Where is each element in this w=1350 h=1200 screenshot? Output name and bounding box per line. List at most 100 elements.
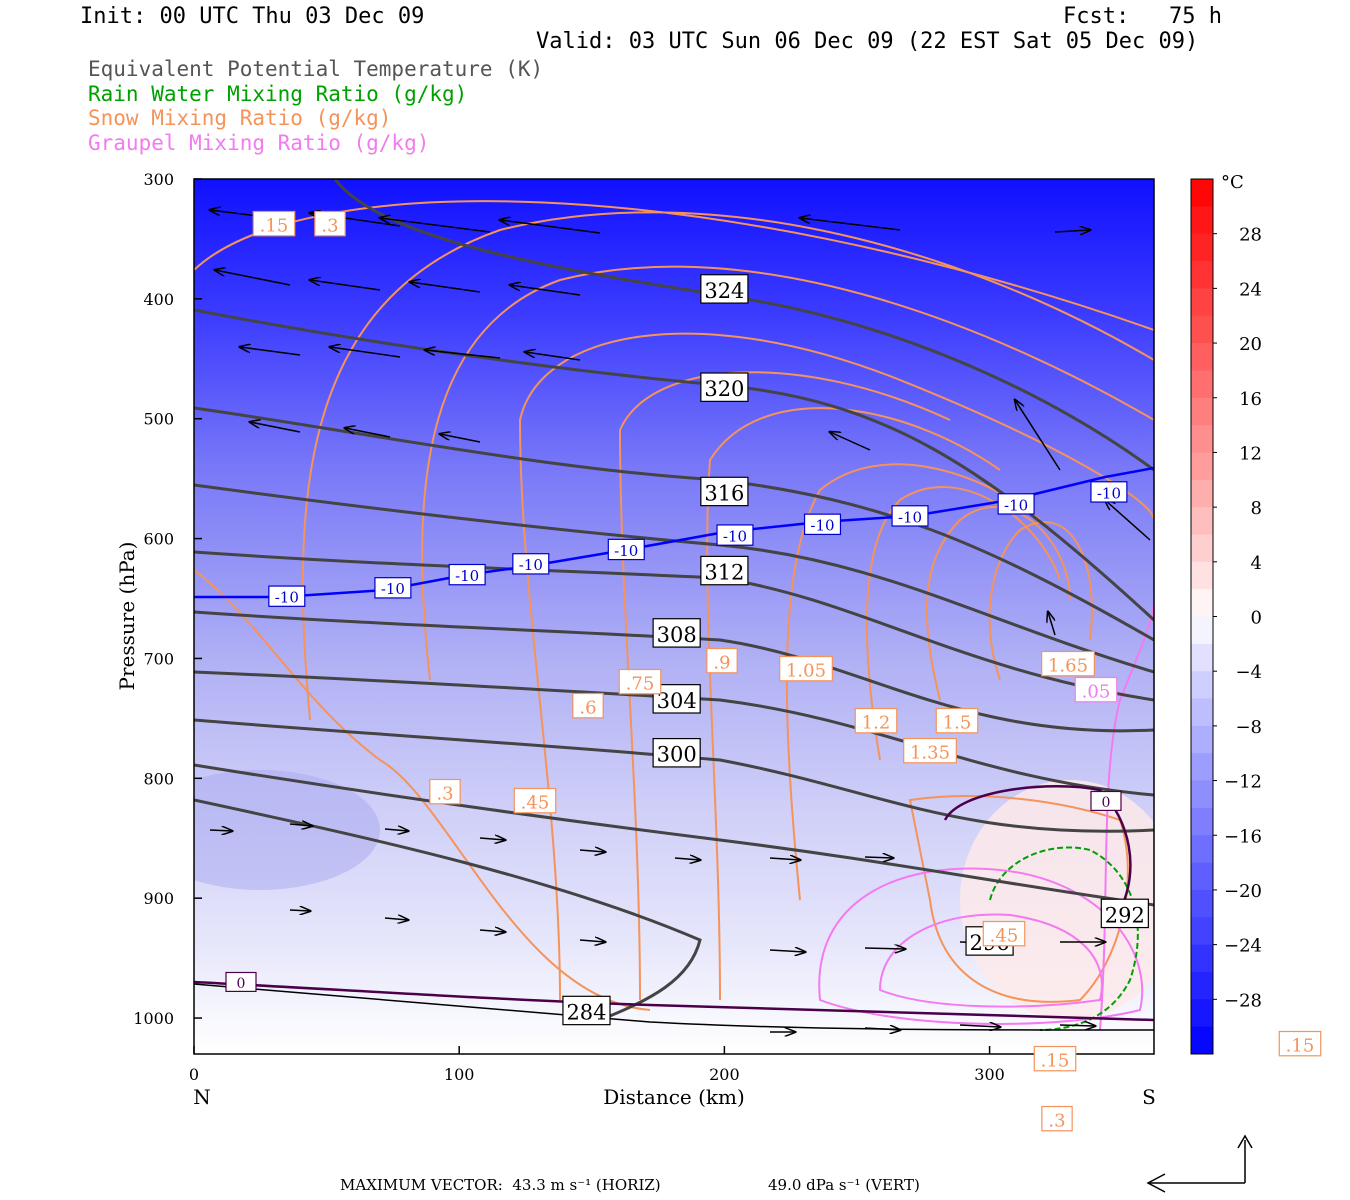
wind-vector (330, 347, 401, 358)
colorbar-band (1191, 397, 1213, 426)
contour-label-box (982, 920, 1026, 947)
snow-contour-06 (518, 332, 1154, 1001)
reference-vector-icon (1146, 1134, 1253, 1193)
snow-contour-075 (618, 371, 951, 1001)
y-tick-label: 600 (143, 530, 174, 549)
y-tick-label: 1000 (133, 1009, 174, 1028)
colorbar-band (1191, 343, 1213, 371)
wind-vector (510, 285, 581, 296)
colorbar-band (1191, 561, 1213, 590)
colorbar-band (1191, 534, 1213, 563)
contour-label-box (512, 553, 550, 575)
wind-vector (209, 830, 232, 831)
forecast-hour: Fcst: 75 h (1063, 4, 1222, 29)
legend-snow: Snow Mixing Ratio (g/kg) (88, 106, 392, 130)
contour-label: .15 (1041, 1050, 1070, 1071)
contour-label-box (700, 372, 749, 402)
contour-label-box (854, 707, 898, 734)
snow-contour-12 (865, 486, 1061, 761)
contour-label: 316 (704, 481, 744, 505)
lower-cold-band (194, 770, 380, 890)
wind-vector (384, 829, 408, 831)
contour-label: .9 (713, 652, 730, 673)
contour-label: -10 (614, 542, 638, 560)
colorbar-tick-label: −12 (1224, 772, 1262, 793)
colorbar-band (1191, 944, 1213, 973)
wind-vector (479, 930, 505, 932)
contour-label: -10 (381, 580, 405, 598)
contour-label: 312 (704, 561, 744, 585)
contour-label: 1.5 (943, 712, 972, 733)
colorbar-band (1191, 315, 1213, 344)
contour-label-box (935, 707, 979, 734)
contour-label-box (903, 737, 957, 764)
wind-vector (769, 858, 800, 860)
colorbar-band (1191, 233, 1213, 262)
contour-label-box (225, 971, 257, 992)
wind-vector (500, 220, 601, 234)
snow-contour-15 (988, 521, 1093, 681)
colorbar-band (1191, 261, 1213, 289)
theta-e-contour-300 (194, 670, 1154, 797)
contour-label-box (1074, 676, 1118, 703)
x-axis-label: Distance (km) (603, 1085, 745, 1109)
colorbar-band (1191, 452, 1213, 481)
y-tick-label: 700 (143, 649, 174, 668)
wind-vector (380, 218, 491, 233)
wind-vector (800, 218, 901, 231)
contour-label: -10 (723, 527, 747, 545)
contour-label-box (779, 655, 833, 682)
contour-label-box (716, 524, 754, 546)
plot-frame (193, 178, 1155, 1055)
temperature-zero-isotherm-upper (943, 785, 1132, 911)
wind-vector (525, 352, 581, 361)
contour-label: -10 (455, 567, 479, 585)
contour-label-box (618, 668, 662, 695)
contour-label-box (652, 737, 701, 768)
contour-label-box (374, 577, 412, 599)
contour-label-box (448, 563, 486, 586)
colorbar-band (1191, 807, 1213, 836)
contour-label: 324 (704, 279, 744, 303)
colorbar-tick-label: −4 (1235, 662, 1262, 683)
contour-label-box (562, 995, 611, 1026)
wind-vector (1015, 400, 1061, 471)
colorbar-band (1191, 288, 1213, 317)
colorbar-tick-label: 4 (1251, 553, 1262, 574)
wind-vector (769, 950, 805, 952)
colorbar-tick-label: 20 (1239, 334, 1262, 355)
wind-vector (240, 347, 301, 356)
colorbar-band (1191, 616, 1213, 645)
contour-label: .45 (521, 792, 550, 813)
wind-vector (579, 850, 605, 852)
contour-label: 1.05 (786, 660, 826, 681)
contour-label: .3 (436, 783, 453, 804)
contour-label: 1.2 (862, 712, 891, 733)
wind-vector (289, 910, 310, 911)
graupel-contour-column (1099, 599, 1154, 1031)
colorbar-band (1191, 1026, 1213, 1055)
theta-e-contour-296 (194, 718, 1154, 833)
wind-vector (310, 280, 381, 291)
wind-vector (479, 838, 505, 840)
contour-label-box (314, 210, 346, 237)
colorbar-band (1191, 889, 1213, 918)
contour-label-box (700, 274, 749, 304)
colorbar-band (1191, 671, 1213, 700)
y-tick-label: 800 (143, 769, 174, 788)
contour-label: -10 (810, 517, 834, 535)
snow-contour-105 (785, 463, 1041, 901)
colorbar-band (1191, 862, 1213, 891)
colorbar-band (1191, 425, 1213, 453)
colorbar-tick-label: −16 (1224, 826, 1262, 847)
contour-label: 0 (1102, 795, 1111, 811)
valid-time: Valid: 03 UTC Sun 06 Dec 09 (22 EST Sat … (536, 29, 1199, 54)
wind-vector (959, 1025, 1000, 1027)
colorbar-band (1191, 643, 1213, 672)
south-label: S (1142, 1085, 1156, 1109)
contour-label: .3 (321, 215, 338, 236)
contour-label: 308 (657, 623, 697, 647)
colorbar-tick-label: 24 (1239, 279, 1262, 300)
colorbar-tick-label: −28 (1224, 990, 1262, 1011)
colorbar-tick-label: −24 (1224, 936, 1262, 957)
